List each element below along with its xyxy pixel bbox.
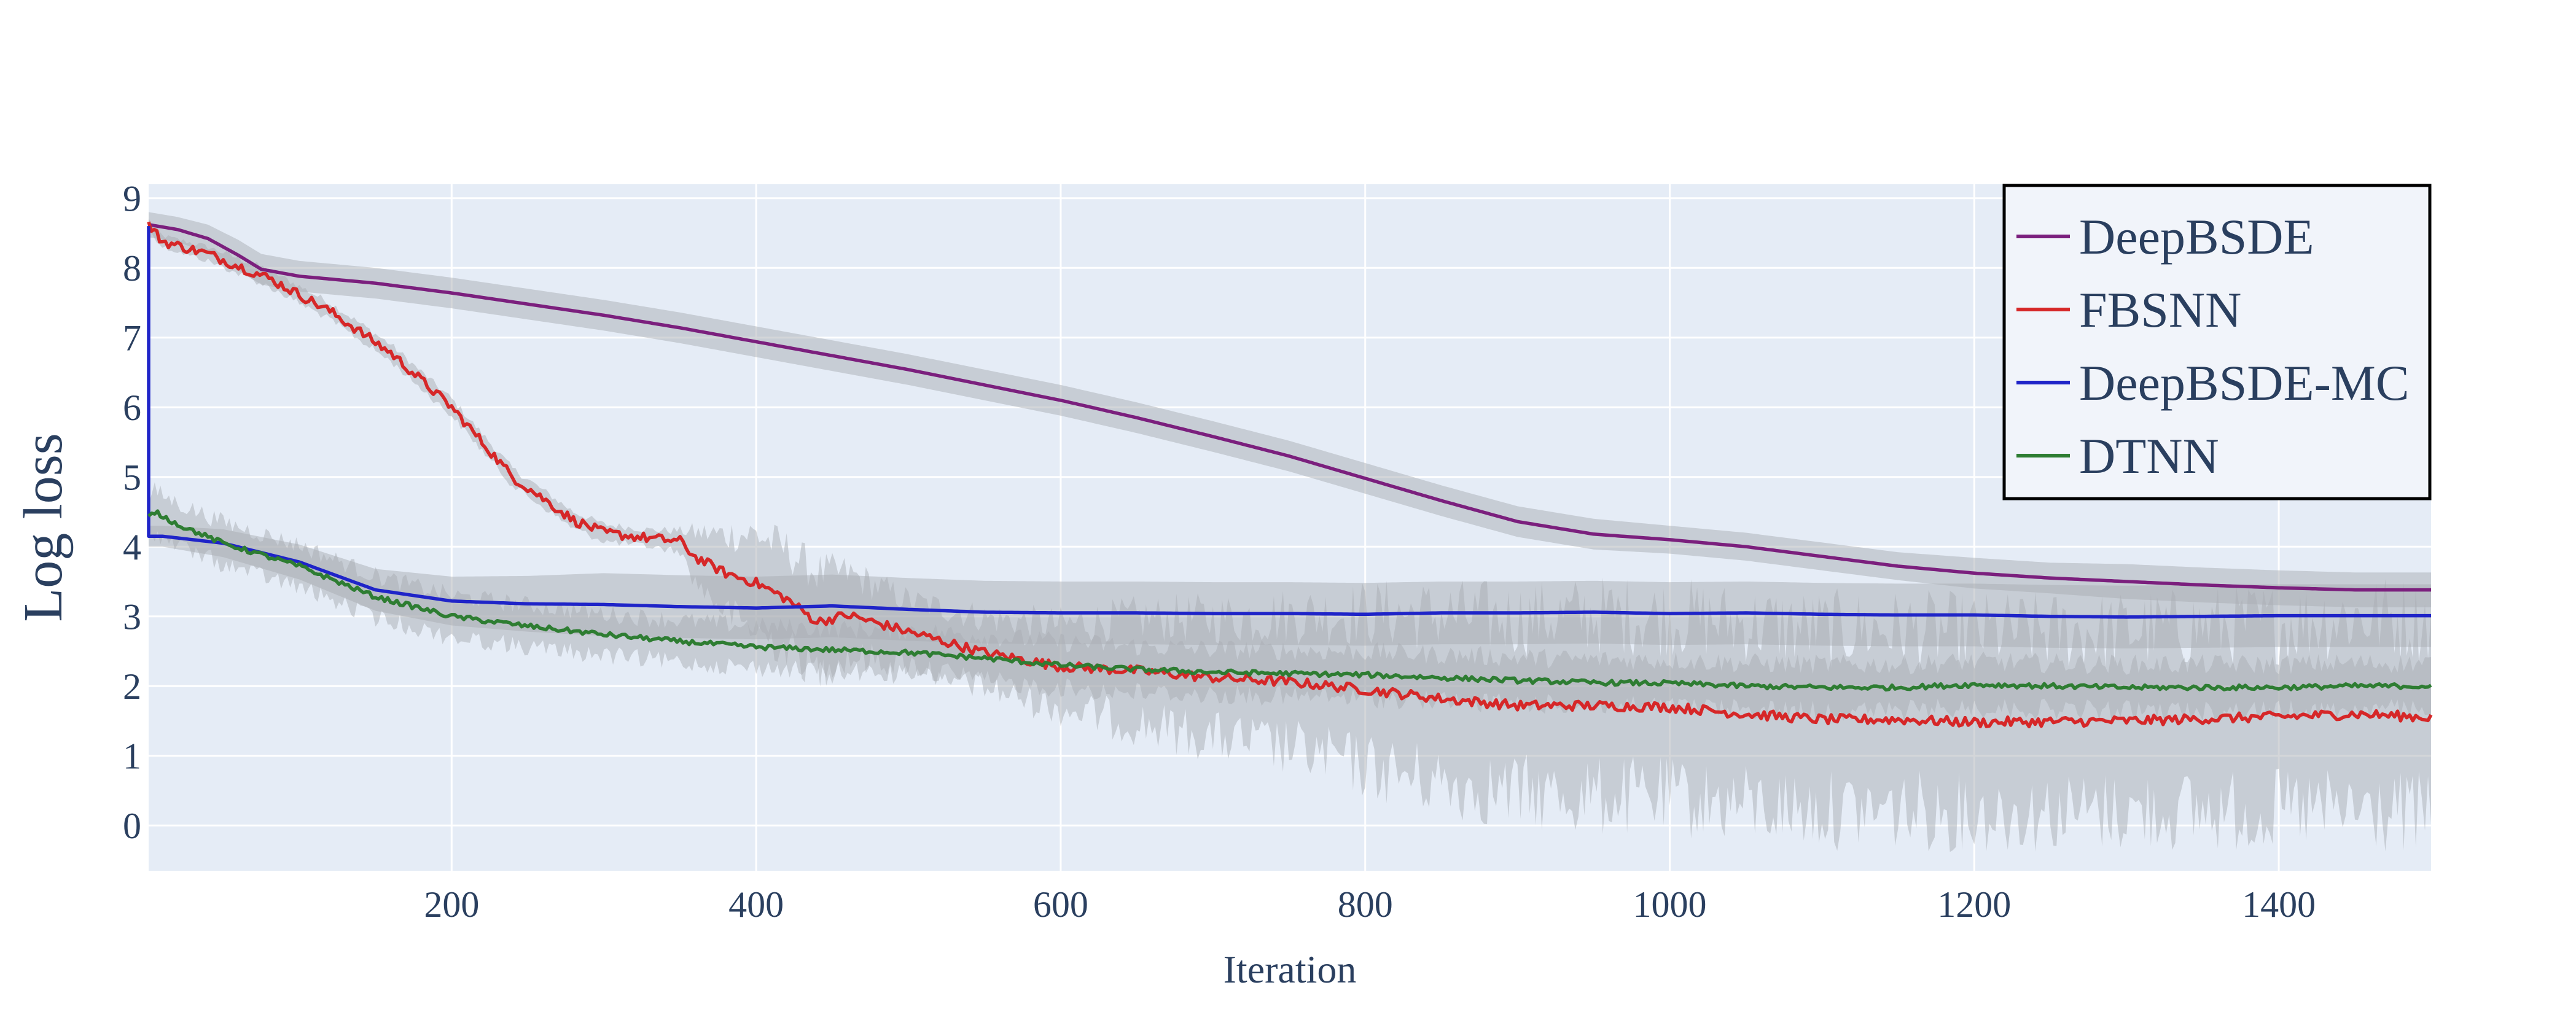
x-tick-label: 1400: [2242, 884, 2316, 925]
band-deepbsde: [149, 212, 2431, 607]
x-tick-label: 400: [728, 884, 784, 925]
legend-item: DeepBSDE: [2016, 209, 2314, 265]
y-tick-label: 1: [123, 736, 141, 777]
band-dtnn: [149, 482, 2431, 721]
x-tick-label: 600: [1033, 884, 1088, 925]
legend-box: [2002, 184, 2432, 500]
series-lines: [147, 221, 2433, 729]
legend-label: FBSNN: [2079, 282, 2241, 338]
x-tick-label: 800: [1338, 884, 1393, 925]
y-tick-label: 3: [123, 597, 141, 637]
y-tick-label: 7: [123, 318, 141, 359]
legend: DeepBSDE FBSNN DeepBSDE-MC DTNN: [2002, 184, 2432, 500]
y-tick-label: 5: [123, 457, 141, 498]
x-tick-label: 1200: [1937, 884, 2011, 925]
legend-label: DeepBSDE: [2079, 209, 2314, 265]
legend-label: DTNN: [2079, 428, 2219, 484]
y-tick-label: 2: [123, 666, 141, 707]
y-tick-label: 4: [123, 527, 141, 567]
y-tick-label: 9: [123, 179, 141, 219]
line-dtnn: [147, 509, 2432, 692]
confidence-bands: [149, 212, 2431, 852]
y-tick-label: 0: [123, 806, 141, 846]
line-deepbsde-mc: [147, 226, 2431, 619]
line-fbsnn: [147, 221, 2433, 729]
line-deepbsde: [148, 223, 2431, 592]
y-tick-label: 8: [123, 248, 141, 289]
x-tick-label: 200: [424, 884, 479, 925]
x-axis-title: Iteration: [1224, 948, 1357, 991]
legend-item: DTNN: [2016, 428, 2219, 484]
y-axis-title: Log loss: [13, 433, 74, 622]
legend-item: FBSNN: [2016, 282, 2241, 338]
legend-label: DeepBSDE-MC: [2079, 355, 2410, 411]
tick-labels: 200 400 600 800 1000 1200 1400 0 1 2 3 4 5 6 7 8 9: [123, 179, 2316, 925]
y-tick-label: 6: [123, 387, 141, 428]
x-tick-label: 1000: [1633, 884, 1707, 925]
legend-item: DeepBSDE-MC: [2016, 355, 2410, 411]
